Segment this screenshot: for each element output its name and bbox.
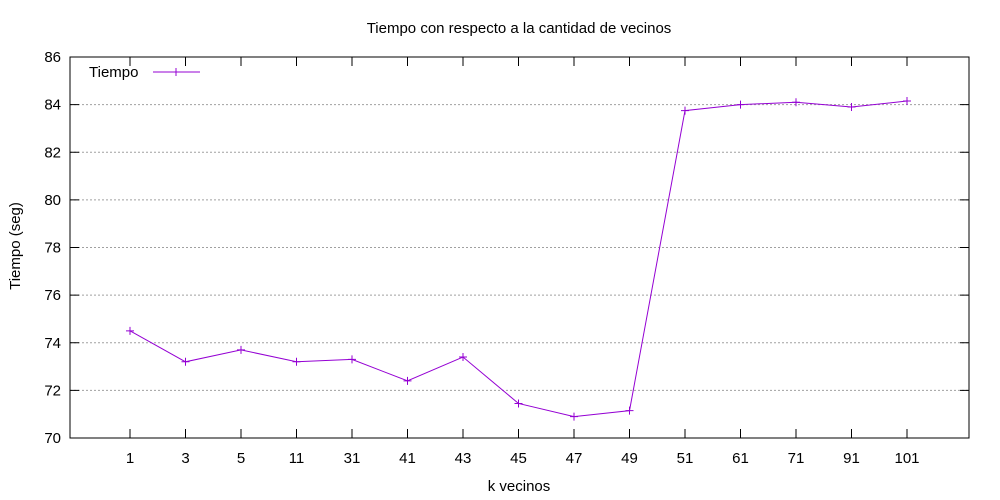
chart-title: Tiempo con respecto a la cantidad de vec… [367,20,672,37]
data-point [681,106,689,115]
x-tick-label: 71 [788,450,805,467]
y-tick-label: 70 [44,430,61,447]
grid-lines [70,104,969,391]
data-point [570,412,578,421]
data-point [736,100,745,109]
legend-label-tiempo: Tiempo [89,64,138,81]
x-tick-label: 51 [677,450,694,467]
data-point [847,103,856,112]
y-tick-label: 74 [44,335,61,352]
data-point [514,399,523,408]
y-tick-label: 76 [44,287,61,304]
x-tick-label: 61 [732,450,749,467]
data-point [459,353,467,362]
x-tick-label: 31 [344,450,361,467]
y-tick-label: 80 [44,192,61,209]
x-tick-label: 11 [289,450,305,467]
y-tick-label: 86 [44,49,61,66]
legend: Tiempo [89,64,200,81]
x-tick-label: 91 [843,450,860,467]
data-point [237,345,245,354]
data-point [625,406,634,415]
data-point [292,357,301,366]
x-tick-label: 45 [510,450,527,467]
data-point [126,326,134,335]
series-layer [126,97,911,421]
y-tick-label: 72 [44,382,61,399]
series-line [129,100,908,418]
x-tick-label: 41 [399,450,416,467]
x-tick-label: 5 [237,450,245,467]
plot-frame [69,56,970,439]
x-tick-label: 101 [894,450,919,467]
data-point [348,355,356,364]
y-axis-label: Tiempo (seg) [7,202,24,290]
x-tick-label: 3 [181,450,189,467]
data-point [792,98,800,107]
data-point [403,376,412,385]
y-tick-label: 78 [44,240,61,257]
x-axis-label: k vecinos [488,478,551,495]
axis-ticks: 70 72 74 76 78 80 82 84 86 1 3 5 11 31 41 43 45 47 49 51 61 7… [44,49,969,467]
x-tick-label: 49 [621,450,638,467]
y-tick-label: 82 [44,144,61,161]
legend-marker-tiempo [172,68,180,76]
y-tick-label: 84 [44,97,61,114]
data-point [181,357,190,366]
x-tick-label: 1 [126,450,134,467]
data-point [903,97,911,106]
x-tick-label: 43 [455,450,472,467]
x-tick-label: 47 [566,450,583,467]
